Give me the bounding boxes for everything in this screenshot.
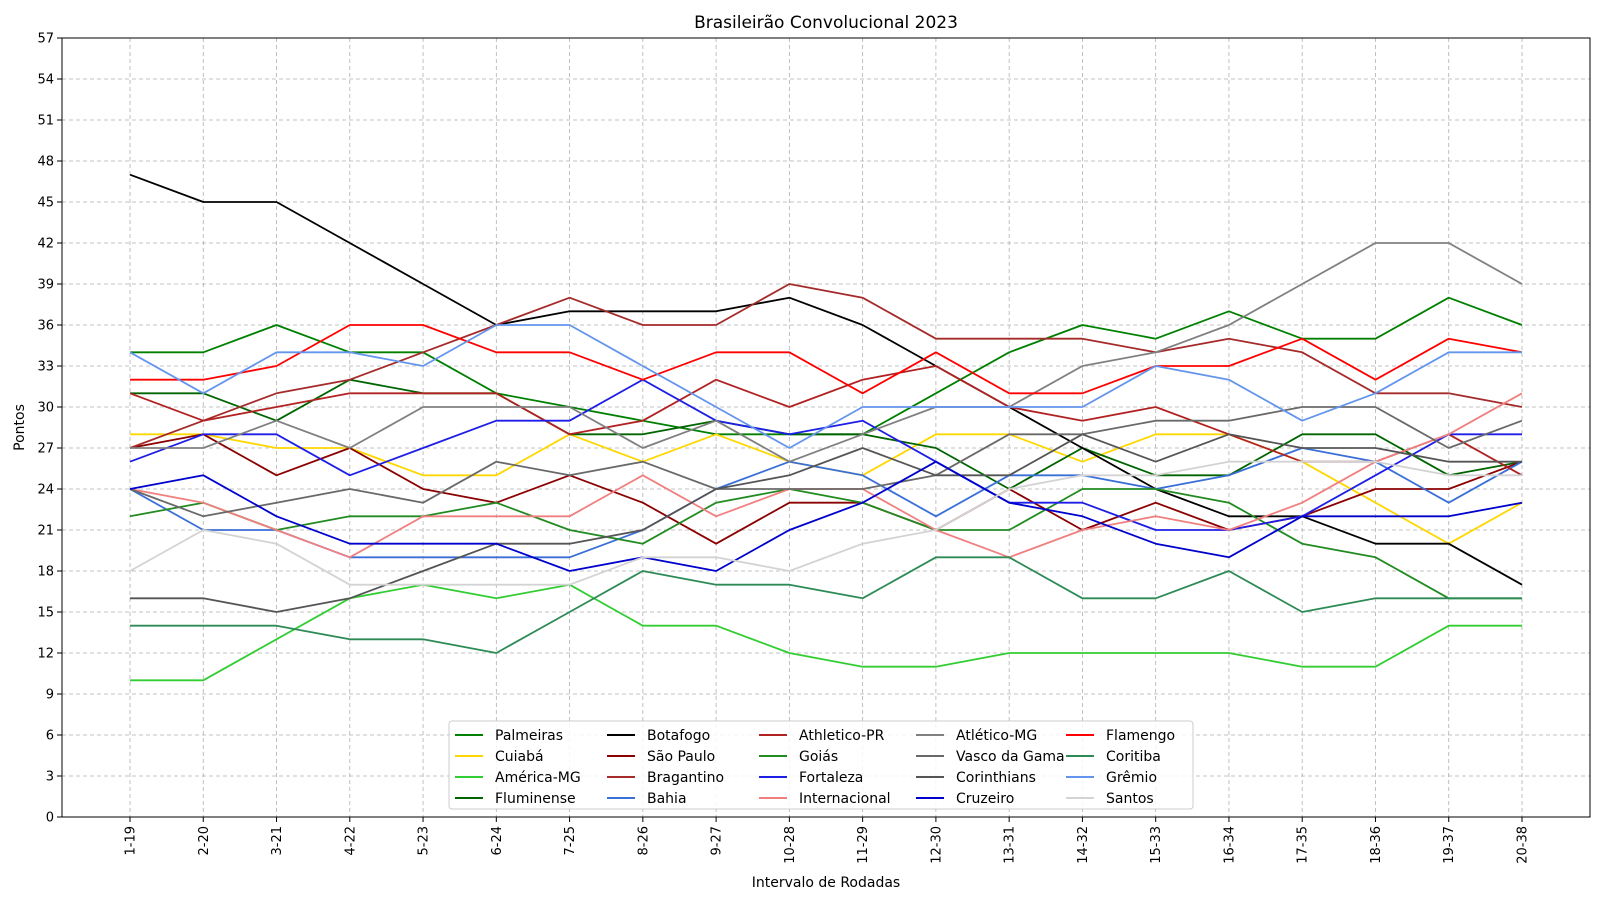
x-tick-label: 3-21 [270,826,285,856]
legend-label: Santos [1106,791,1154,807]
legend-label: Cuiabá [495,749,544,765]
y-tick-label: 45 [37,196,54,211]
series-line-vasco-da-gama [129,406,1523,518]
y-tick-label: 9 [46,688,54,703]
axes: 0369121518212427303336394245485154571-19… [37,32,1591,864]
x-tick-label: 8-26 [636,826,651,856]
legend-label: Internacional [799,791,891,807]
y-tick-label: 18 [37,565,54,580]
y-tick-label: 21 [37,524,54,539]
y-tick-label: 39 [37,278,54,293]
x-tick-label: 16-34 [1222,826,1237,864]
x-tick-label: 4-22 [343,826,358,856]
plot-frame [61,37,1591,818]
series-line-flamengo [130,324,1523,395]
legend-label: Cruzeiro [956,791,1014,807]
legend-label: Botafogo [647,728,710,744]
y-tick-label: 51 [37,114,54,129]
x-tick-label: 15-33 [1149,826,1164,864]
legend-label: Palmeiras [495,728,563,744]
x-tick-label: 19-37 [1442,826,1457,864]
y-tick-label: 15 [37,606,54,621]
x-tick-label: 14-32 [1076,826,1091,864]
y-tick-label: 54 [37,73,54,88]
series-line-bahia [129,447,1523,559]
legend-label: América-MG [495,770,581,786]
y-tick-label: 3 [46,770,54,785]
y-tick-label: 36 [37,319,54,334]
x-tick-label: 2-20 [197,826,212,856]
legend-box [448,720,1194,810]
x-tick-label: 10-28 [783,826,798,864]
legend-label: Atlético-MG [956,728,1037,744]
series-line-am-rica-mg [130,583,1522,682]
series-line-corinthians [130,433,1522,613]
x-tick-label: 17-35 [1296,826,1311,864]
legend-label: Coritiba [1106,749,1161,765]
x-tick-label: 11-29 [856,826,871,864]
series-lines [129,173,1523,682]
legend-label: São Paulo [647,749,715,765]
x-tick-label: 6-24 [490,826,505,856]
y-tick-label: 24 [37,483,54,498]
legend-label: Flamengo [1106,728,1175,744]
legend-label: Fortaleza [799,770,863,786]
legend-label: Vasco da Gama [956,749,1065,765]
legend-label: Fluminense [495,791,576,807]
chart-title: Brasileirão Convolucional 2023 [694,13,958,33]
x-tick-label: 5-23 [417,826,432,856]
series-line-coritiba [130,556,1522,654]
series-line-goi-s [129,488,1522,600]
series-line-botafogo [129,173,1523,586]
y-tick-label: 12 [37,647,54,662]
series-line-santos [129,460,1522,586]
y-tick-label: 27 [37,442,54,457]
x-tick-label: 9-27 [710,826,725,856]
legend-label: Bahia [647,791,687,807]
x-tick-label: 1-19 [124,826,139,856]
legend-label: Grêmio [1106,770,1157,786]
y-axis-label: Pontos [12,404,28,451]
series-line-fluminense [130,378,1523,490]
y-tick-label: 42 [37,237,54,252]
legend: Palmeiras Cuiabá América-MG Fluminense Botaf… [448,720,1194,810]
x-tick-label: 12-30 [929,826,944,864]
y-tick-label: 57 [37,32,54,47]
x-axis-label: Intervalo de Rodadas [752,875,900,891]
x-tick-label: 20-38 [1516,826,1531,864]
legend-label: Corinthians [956,770,1036,786]
legend-label: Athletico-PR [799,728,885,744]
x-tick-label: 13-31 [1003,826,1018,864]
y-tick-label: 30 [37,401,54,416]
series-line-fortaleza [129,378,1522,531]
y-tick-label: 0 [46,811,54,826]
legend-label: Goiás [799,749,838,765]
series-line-atl-tico-mg [130,242,1523,463]
y-tick-label: 33 [37,360,54,375]
series-line-cruzeiro [129,460,1523,572]
y-tick-label: 6 [46,729,54,744]
series-line-gr-mio [129,324,1522,449]
y-tick-label: 48 [37,155,54,170]
legend-label: Bragantino [647,770,724,786]
series-line-internacional [129,392,1523,559]
x-tick-label: 7-25 [563,826,578,856]
x-tick-label: 18-36 [1369,826,1384,864]
series-line-bragantino [129,283,1523,449]
series-line-athletico-pr [129,365,1523,477]
